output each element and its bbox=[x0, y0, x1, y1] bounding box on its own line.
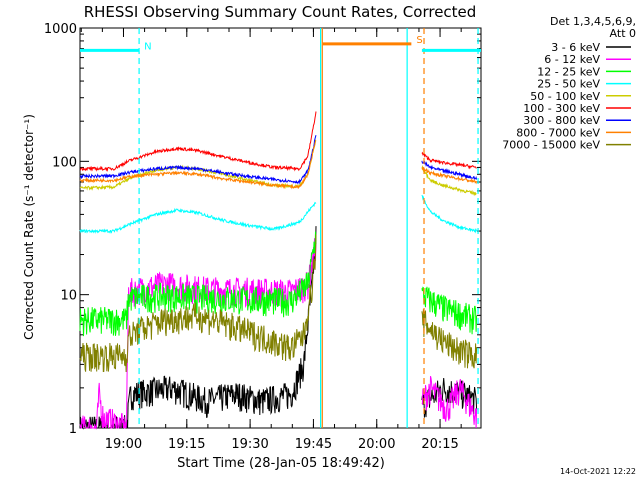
legend-header-line-2: Att 0 bbox=[610, 27, 636, 40]
legend-header-line-1: Det 1,3,4,5,6,9, bbox=[550, 15, 636, 28]
plot-frame bbox=[79, 27, 482, 429]
x-tick-label: 20:00 bbox=[358, 437, 395, 452]
series-line-post bbox=[421, 378, 478, 418]
series-line-pre bbox=[79, 135, 317, 185]
series-line-pre bbox=[79, 140, 317, 190]
flag-label: N bbox=[144, 41, 151, 52]
x-axis-label: Start Time (28-Jan-05 18:49:42) bbox=[177, 456, 385, 471]
legend-label: 25 - 50 keV bbox=[537, 78, 600, 91]
y-tick-label: 1000 bbox=[44, 22, 77, 37]
series-line-post bbox=[421, 160, 478, 180]
y-tick-label: 10 bbox=[60, 289, 77, 304]
legend-label: 100 - 300 keV bbox=[523, 102, 600, 115]
chart-title: RHESSI Observing Summary Count Rates, Co… bbox=[84, 3, 477, 21]
y-tick-label: 1 bbox=[69, 422, 77, 437]
series-line-pre bbox=[79, 226, 317, 430]
series-line-pre bbox=[79, 111, 317, 172]
series-line-pre bbox=[79, 231, 317, 337]
x-tick-label: 20:15 bbox=[421, 437, 458, 452]
x-tick-label: 19:15 bbox=[168, 437, 205, 452]
y-axis-label: Corrected Count Rate (s⁻¹ detector⁻¹) bbox=[22, 114, 36, 340]
legend-label: 7000 - 15000 keV bbox=[502, 139, 600, 152]
series-line-post bbox=[421, 194, 478, 234]
x-tick-label: 19:00 bbox=[105, 437, 142, 452]
y-tick-label: 100 bbox=[52, 155, 77, 170]
legend-label: 3 - 6 keV bbox=[551, 41, 600, 54]
legend-label: 12 - 25 keV bbox=[537, 65, 600, 78]
plot-area: 1 10 100 1000 19:00 19:15 19:30 19:45 20:00 20:15… bbox=[44, 22, 482, 452]
series-line-post bbox=[421, 309, 478, 369]
legend-label: 300 - 800 keV bbox=[523, 114, 600, 127]
legend-label: 50 - 100 keV bbox=[530, 90, 600, 103]
series-line-post bbox=[421, 286, 478, 335]
legend-label: 800 - 7000 keV bbox=[516, 126, 600, 139]
flag-label: S bbox=[416, 35, 422, 46]
x-tick-label: 19:45 bbox=[295, 437, 332, 452]
series-line-post bbox=[421, 166, 478, 185]
legend-label: 6 - 12 keV bbox=[544, 53, 600, 66]
series-line-pre bbox=[79, 234, 317, 373]
x-tick-label: 19:30 bbox=[231, 437, 268, 452]
series-line-pre bbox=[79, 201, 317, 234]
footer-timestamp: 14-Oct-2021 12:22 bbox=[560, 467, 636, 476]
series-line-post bbox=[421, 375, 478, 429]
series-line-post bbox=[421, 165, 477, 197]
series-line-post bbox=[421, 151, 477, 170]
